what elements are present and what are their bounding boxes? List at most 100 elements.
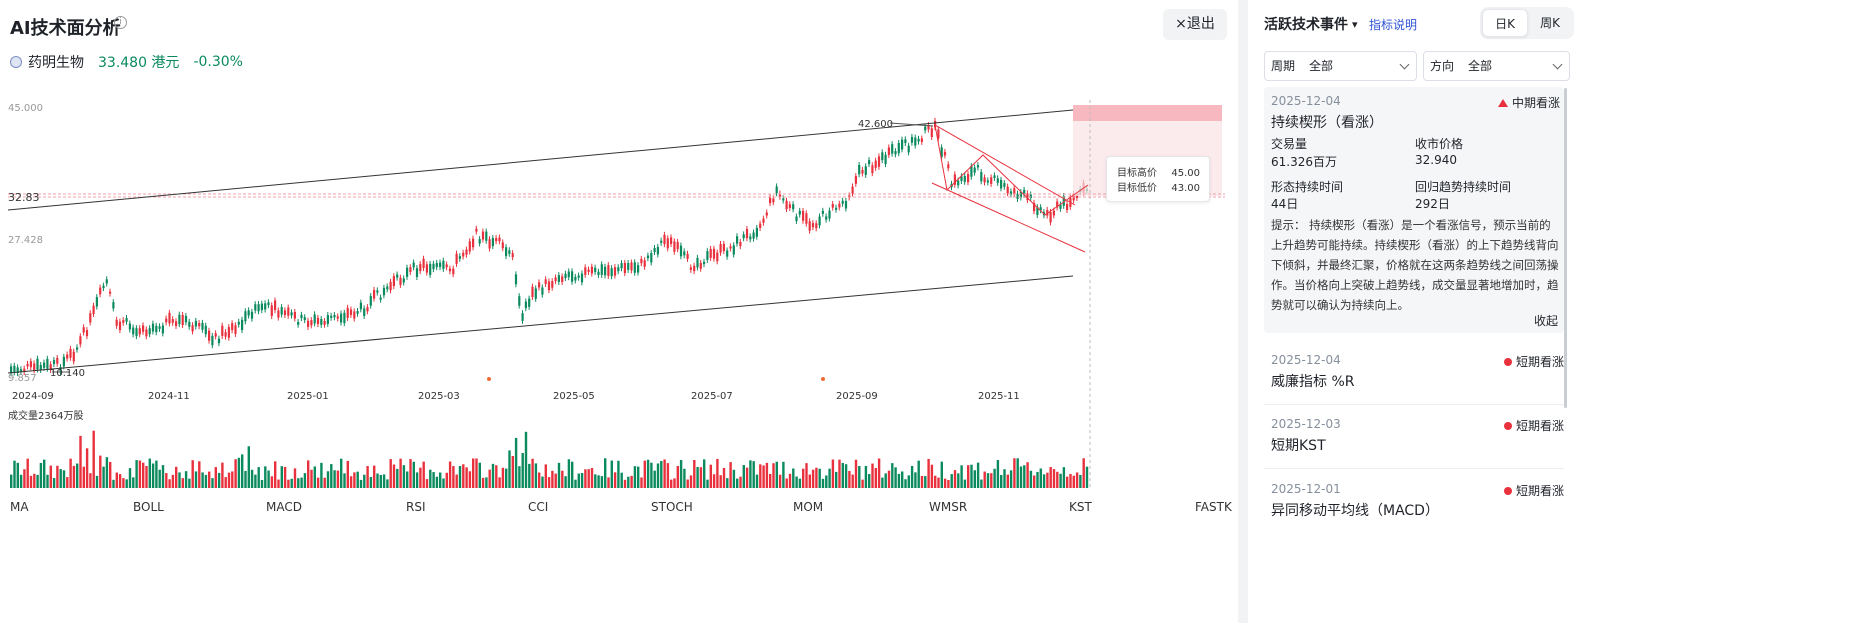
candle xyxy=(528,298,531,307)
candle xyxy=(277,310,280,318)
candle xyxy=(1052,210,1055,216)
tab-kst[interactable]: KST xyxy=(1069,500,1092,514)
candle xyxy=(221,325,224,337)
candle xyxy=(607,265,610,276)
volume-bar xyxy=(429,469,432,488)
tab-fastk[interactable]: FASTK xyxy=(1195,500,1232,514)
volume-bar xyxy=(386,479,389,488)
volume-bar xyxy=(72,465,76,488)
candle xyxy=(43,362,46,368)
week-k-button[interactable]: 周K xyxy=(1540,16,1560,30)
period-toggle-buttons: 日K 周K xyxy=(1482,9,1572,37)
volume-bar xyxy=(755,474,759,488)
volume-bar xyxy=(356,471,359,488)
volume-bar xyxy=(155,460,158,488)
info-icon[interactable]: i xyxy=(114,16,127,29)
candle xyxy=(468,241,471,252)
candle xyxy=(973,167,976,173)
period-select[interactable]: 周期 全部 xyxy=(1264,51,1417,81)
wedge-lower xyxy=(931,182,1086,253)
candle xyxy=(653,247,656,253)
volume-bar xyxy=(508,450,511,488)
volume-bar xyxy=(1066,476,1069,488)
candle xyxy=(557,275,560,282)
volume-bar xyxy=(452,466,455,488)
volume-bar xyxy=(435,476,439,488)
candle xyxy=(26,363,29,367)
candle xyxy=(910,136,914,143)
volume-bar xyxy=(336,470,340,488)
tab-mom[interactable]: MOM xyxy=(793,500,824,514)
candle xyxy=(165,318,168,323)
tab-boll[interactable]: BOLL xyxy=(133,500,164,514)
volume-bar xyxy=(947,479,950,488)
volume-bar xyxy=(851,474,854,488)
exit-button[interactable]: ×退出 xyxy=(1163,9,1227,40)
candle xyxy=(917,138,920,142)
candle xyxy=(142,325,145,332)
volume-bar xyxy=(1056,471,1059,488)
candle xyxy=(389,281,392,291)
tab-wmsr[interactable]: WMSR xyxy=(929,500,968,514)
indicator-help-link[interactable]: 指标说明 xyxy=(1369,18,1418,32)
candle xyxy=(49,364,52,370)
price-chart[interactable]: 45.000 32.83 27.428 9.857 10.140 42.600 … xyxy=(0,0,1238,500)
volume-bar xyxy=(844,464,848,488)
candle xyxy=(353,311,356,319)
volume-bar xyxy=(231,471,234,488)
event-card-expanded[interactable]: 2025-12-04 中期看涨 持续楔形（看涨） 交易量 61.326百万 收市… xyxy=(1264,87,1564,333)
direction-select[interactable]: 方向 全部 xyxy=(1423,51,1570,81)
volume-bar xyxy=(1023,465,1026,488)
collapse-button[interactable]: 收起 xyxy=(1533,314,1558,328)
day-k-button[interactable]: 日K xyxy=(1482,9,1528,37)
candle xyxy=(379,297,382,300)
event-name: 持续楔形（看涨） xyxy=(1271,115,1383,131)
candle xyxy=(835,207,838,210)
volume-bar xyxy=(930,464,934,488)
date-tick: 2025-05 xyxy=(553,391,595,402)
upper-channel-line xyxy=(7,109,1074,211)
volume-bar xyxy=(138,460,142,488)
volume-bar xyxy=(399,458,402,488)
candle xyxy=(821,210,824,214)
candle xyxy=(881,152,884,161)
event-dot xyxy=(487,377,491,381)
volume-bar xyxy=(346,460,349,488)
volume-bar xyxy=(541,476,544,488)
tab-rsi[interactable]: RSI xyxy=(406,500,426,514)
volume-label: 交易量 xyxy=(1271,137,1308,151)
volume-bar xyxy=(957,473,960,488)
candles xyxy=(10,117,1088,377)
close-label: 收市价格 xyxy=(1415,137,1464,151)
candle xyxy=(402,278,405,283)
candle xyxy=(920,138,923,142)
stock-header: 药明生物 33.480 港元 -0.30% xyxy=(10,52,243,72)
duration-value: 44日 xyxy=(1271,197,1299,211)
candle xyxy=(514,274,518,285)
volume-bar xyxy=(673,478,676,488)
candle xyxy=(303,317,306,321)
candle xyxy=(445,264,448,268)
volume-bar xyxy=(617,460,620,488)
candle xyxy=(326,315,329,324)
volume-bar xyxy=(363,474,366,488)
candle xyxy=(943,151,947,156)
volume-bar xyxy=(805,463,808,488)
candle xyxy=(36,358,39,370)
scrollbar[interactable] xyxy=(1564,88,1567,408)
candle xyxy=(854,176,857,184)
event-date: 2025-12-03 xyxy=(1271,417,1341,431)
chevron-down-icon xyxy=(1399,59,1410,70)
volume-bar xyxy=(250,469,254,488)
tab-macd[interactable]: MACD xyxy=(266,500,302,514)
tab-stoch[interactable]: STOCH xyxy=(651,500,693,514)
volume-bar xyxy=(158,469,161,488)
tab-cci[interactable]: CCI xyxy=(528,500,549,514)
candle xyxy=(604,266,607,276)
event-date: 2025-12-04 xyxy=(1271,353,1341,367)
volume-bar xyxy=(369,477,373,488)
volume-bar xyxy=(1062,467,1066,488)
volume-bar xyxy=(656,463,660,488)
events-header[interactable]: 活跃技术事件 ▾ xyxy=(1264,14,1358,34)
tab-ma[interactable]: MA xyxy=(10,500,29,514)
